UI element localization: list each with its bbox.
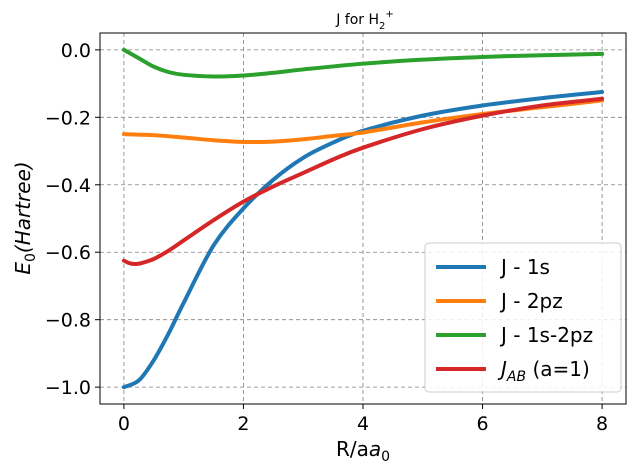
legend-label-j-2pz: J - 2pz [499,289,563,313]
x-tick-label: 0 [118,413,130,435]
y-axis-ticks: 0.0 −0.2 −0.4 −0.6 −0.8 −1.0 [45,40,100,399]
x-tick-label: 4 [357,413,369,435]
x-tick-label: 8 [596,413,608,435]
series-line-j-1s [121,90,605,390]
x-tick-label: 2 [237,413,249,435]
y-tick-label: −0.4 [45,175,91,197]
y-tick-label: −0.2 [45,107,91,129]
legend: J - 1s J - 2pz J - 1s-2pz JAB (a=1) [424,242,622,393]
chart-title: J for H2+ [335,9,394,32]
legend-box [424,242,622,393]
y-tick-label: −1.0 [45,377,91,399]
x-tick-label: 6 [476,413,488,435]
legend-label-j-ab: JAB (a=1) [497,357,590,385]
legend-label-j-1s: J - 1s [499,255,550,279]
x-axis-ticks: 0 2 4 6 8 [118,404,608,435]
y-tick-label: −0.6 [45,242,91,264]
y-tick-label: −0.8 [45,310,91,332]
x-axis-label: R/aa0 [336,437,390,465]
series-group [121,47,605,390]
legend-label-j-1s-2pz: J - 1s-2pz [499,323,593,347]
y-axis-label: E0(Hartree) [11,161,39,274]
y-tick-label: 0.0 [61,40,91,62]
series-line-j-ab [121,96,605,267]
series-line-j-1s-2pz [121,47,605,79]
